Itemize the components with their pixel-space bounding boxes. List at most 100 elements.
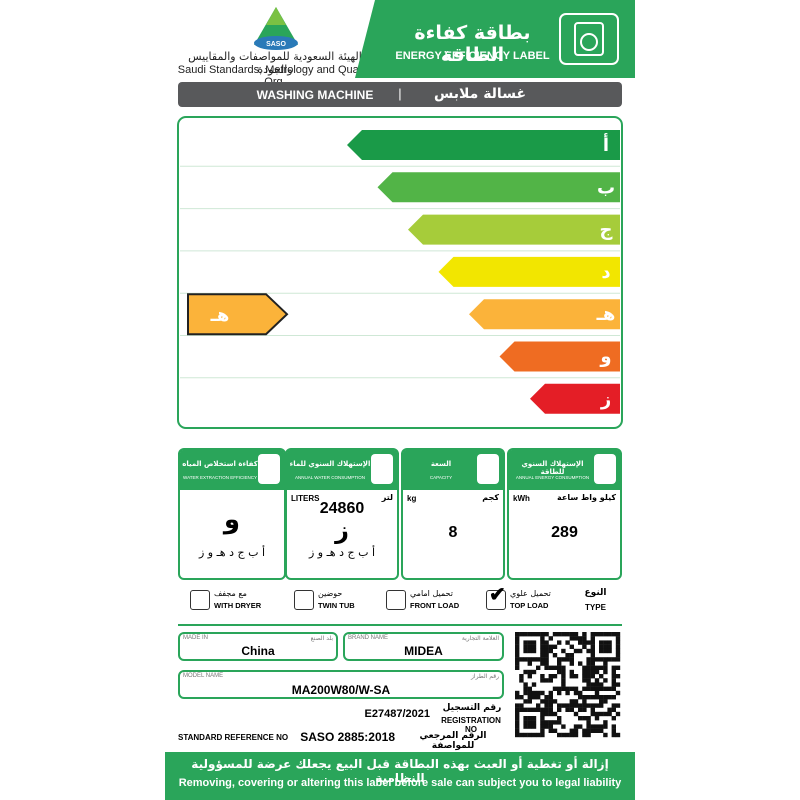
qr-module bbox=[536, 632, 541, 637]
qr-module bbox=[565, 707, 570, 712]
qr-module bbox=[594, 711, 600, 717]
qr-module bbox=[561, 686, 566, 691]
qr-module bbox=[590, 657, 595, 662]
qr-module bbox=[548, 644, 553, 649]
standard-label-en: STANDARD REFERENCE NO bbox=[178, 733, 289, 742]
qr-module bbox=[615, 640, 621, 645]
qr-module bbox=[515, 720, 520, 725]
qr-module bbox=[531, 716, 537, 721]
qr-module bbox=[557, 665, 562, 670]
qr-module bbox=[586, 678, 591, 683]
qr-module bbox=[515, 632, 520, 637]
qr-module bbox=[531, 724, 537, 729]
qr-module bbox=[523, 707, 528, 712]
icon bbox=[258, 454, 280, 484]
qr-module bbox=[561, 632, 566, 637]
qr-module bbox=[611, 724, 616, 729]
qr-module bbox=[557, 640, 562, 645]
qr-module bbox=[548, 724, 553, 729]
qr-module bbox=[569, 732, 574, 738]
qr-module bbox=[561, 665, 566, 670]
qr-module bbox=[569, 707, 574, 712]
qr-module bbox=[586, 720, 591, 725]
qr-module bbox=[519, 695, 524, 700]
check-mark: ✔ bbox=[489, 584, 506, 606]
qr-module bbox=[569, 674, 574, 679]
qr-module bbox=[594, 703, 600, 708]
checkbox[interactable] bbox=[190, 590, 210, 610]
checkbox[interactable]: ✔ bbox=[486, 585, 506, 610]
qr-module bbox=[536, 690, 541, 696]
option-ar: تحميل علوي bbox=[510, 589, 551, 598]
qr-module bbox=[582, 699, 587, 704]
qr-module bbox=[523, 657, 528, 662]
qr-module bbox=[536, 695, 541, 700]
qr-module bbox=[599, 632, 604, 637]
icon bbox=[477, 454, 499, 484]
qr-module bbox=[590, 640, 595, 645]
qr-module bbox=[569, 699, 574, 704]
qr-module bbox=[531, 644, 537, 649]
qr-module bbox=[527, 657, 532, 662]
field-value: MIDEA bbox=[404, 644, 443, 658]
qr-module bbox=[569, 686, 574, 691]
qr-module bbox=[561, 648, 566, 654]
qr-module bbox=[540, 678, 545, 683]
grade-arrow bbox=[530, 383, 620, 414]
qr-module bbox=[561, 669, 566, 675]
qr-module bbox=[590, 724, 595, 729]
qr-module bbox=[590, 636, 595, 641]
qr-module bbox=[565, 640, 570, 645]
qr-module bbox=[515, 690, 520, 696]
qr-module bbox=[544, 724, 549, 729]
qr-module bbox=[586, 695, 591, 700]
qr-module bbox=[582, 678, 587, 683]
qr-module bbox=[557, 703, 562, 708]
qr-module bbox=[527, 661, 532, 666]
qr-module bbox=[527, 690, 532, 696]
qr-module bbox=[573, 724, 579, 729]
qr-module bbox=[607, 640, 612, 645]
saso-logo: SASO bbox=[254, 7, 298, 50]
info-box: كفاءة استخلاص المياه WATER EXTRACTION EFF… bbox=[178, 448, 286, 580]
qr-module bbox=[590, 728, 595, 733]
qr-module bbox=[515, 732, 520, 738]
grade-letter: ب bbox=[597, 177, 615, 198]
box-title-en: CAPACITY bbox=[429, 475, 453, 480]
qr-module bbox=[557, 720, 562, 725]
qr-module bbox=[544, 695, 549, 700]
qr-module bbox=[515, 644, 520, 649]
qr-module bbox=[523, 682, 528, 687]
qr-module bbox=[527, 640, 532, 645]
qr-module bbox=[540, 661, 545, 666]
qr-module bbox=[523, 686, 528, 691]
qr-module bbox=[611, 686, 616, 691]
qr-module bbox=[603, 732, 608, 738]
info-box: الإستهلاك السنوي للماء ANNUAL WATER CONSU… bbox=[285, 448, 399, 580]
qr-module bbox=[603, 711, 608, 717]
qr-module bbox=[586, 703, 591, 708]
qr-module bbox=[603, 644, 608, 649]
qr-module bbox=[548, 648, 553, 654]
qr-module bbox=[540, 674, 545, 679]
qr-module bbox=[540, 632, 545, 637]
qr-module bbox=[561, 682, 566, 687]
checkbox[interactable] bbox=[386, 590, 406, 610]
qr-module bbox=[599, 699, 604, 704]
checkbox[interactable] bbox=[294, 590, 314, 610]
qr-module bbox=[523, 640, 528, 645]
qr-module bbox=[615, 682, 621, 687]
qr-module bbox=[544, 720, 549, 725]
qr-module bbox=[611, 674, 616, 679]
icon bbox=[371, 454, 393, 484]
qr-module bbox=[607, 686, 612, 691]
qr-module bbox=[573, 686, 579, 691]
qr-module bbox=[586, 724, 591, 729]
qr-module bbox=[611, 695, 616, 700]
title-en: ENERGY EFFICIENCY LABEL bbox=[395, 50, 550, 62]
qr-module bbox=[523, 720, 528, 725]
qr-module bbox=[603, 695, 608, 700]
qr-module bbox=[540, 690, 545, 696]
qr-module bbox=[540, 657, 545, 662]
qr-module bbox=[544, 678, 549, 683]
